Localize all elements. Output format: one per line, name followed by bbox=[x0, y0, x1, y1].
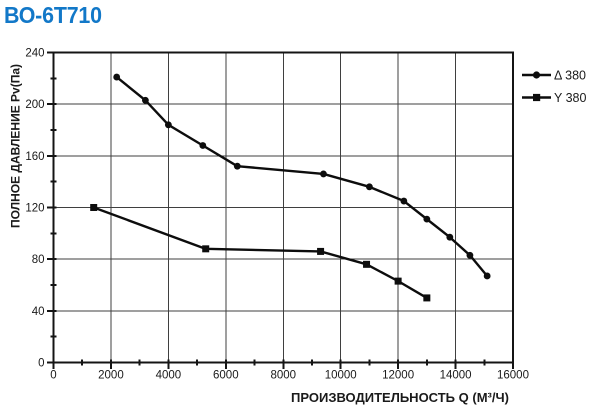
x-tick-label: 16000 bbox=[497, 370, 529, 382]
data-point-circle bbox=[113, 73, 121, 81]
y-tick-label: 160 bbox=[25, 151, 44, 163]
x-tick-label: 10000 bbox=[325, 370, 357, 382]
x-tick-label: 4000 bbox=[156, 370, 182, 382]
data-point-square bbox=[317, 247, 325, 255]
data-point-circle bbox=[199, 142, 207, 149]
data-point-square bbox=[90, 204, 98, 211]
data-point-square bbox=[202, 245, 210, 253]
data-point-circle bbox=[423, 215, 431, 223]
legend-marker-circle bbox=[532, 71, 541, 79]
data-point-square bbox=[423, 294, 431, 302]
data-point-circle bbox=[400, 197, 408, 205]
data-point-circle bbox=[466, 251, 474, 259]
y-tick-label: 0 bbox=[38, 358, 44, 370]
data-point-circle bbox=[142, 96, 149, 104]
y-tick-label: 200 bbox=[25, 99, 44, 111]
page-title: ВО-6Т710 bbox=[4, 2, 102, 28]
data-point-circle bbox=[366, 183, 373, 191]
y-axis-title: ПОЛНОЕ ДАВЛЕНИЕ Pv(Па) bbox=[9, 64, 23, 228]
data-point-square bbox=[394, 277, 402, 285]
y-tick-label: 80 bbox=[32, 254, 45, 266]
legend-marker-square bbox=[533, 93, 541, 102]
series-line-delta380 bbox=[115, 75, 489, 278]
data-point-circle bbox=[446, 233, 454, 241]
x-tick-label: 0 bbox=[50, 370, 56, 382]
data-point-circle bbox=[320, 170, 327, 178]
data-point-circle bbox=[233, 162, 241, 170]
series-line-y380 bbox=[92, 206, 429, 300]
legend-label: Y 380 bbox=[554, 91, 586, 105]
y-tick-label: 40 bbox=[32, 306, 45, 318]
x-tick-label: 6000 bbox=[213, 370, 239, 382]
x-tick-label: 12000 bbox=[382, 370, 414, 382]
y-tick-label: 240 bbox=[25, 48, 44, 60]
legend-label: Δ 380 bbox=[554, 68, 586, 82]
x-axis-title: ПРОИЗВОДИТЕЛЬНОСТЬ Q (М³/Ч) bbox=[291, 390, 509, 405]
x-tick-label: 8000 bbox=[270, 370, 296, 382]
data-point-circle bbox=[483, 272, 491, 280]
x-tick-label: 2000 bbox=[98, 370, 124, 382]
data-point-circle bbox=[164, 121, 172, 129]
data-point-square bbox=[363, 260, 371, 268]
x-tick-label: 14000 bbox=[440, 370, 472, 382]
y-tick-label: 120 bbox=[25, 203, 44, 215]
